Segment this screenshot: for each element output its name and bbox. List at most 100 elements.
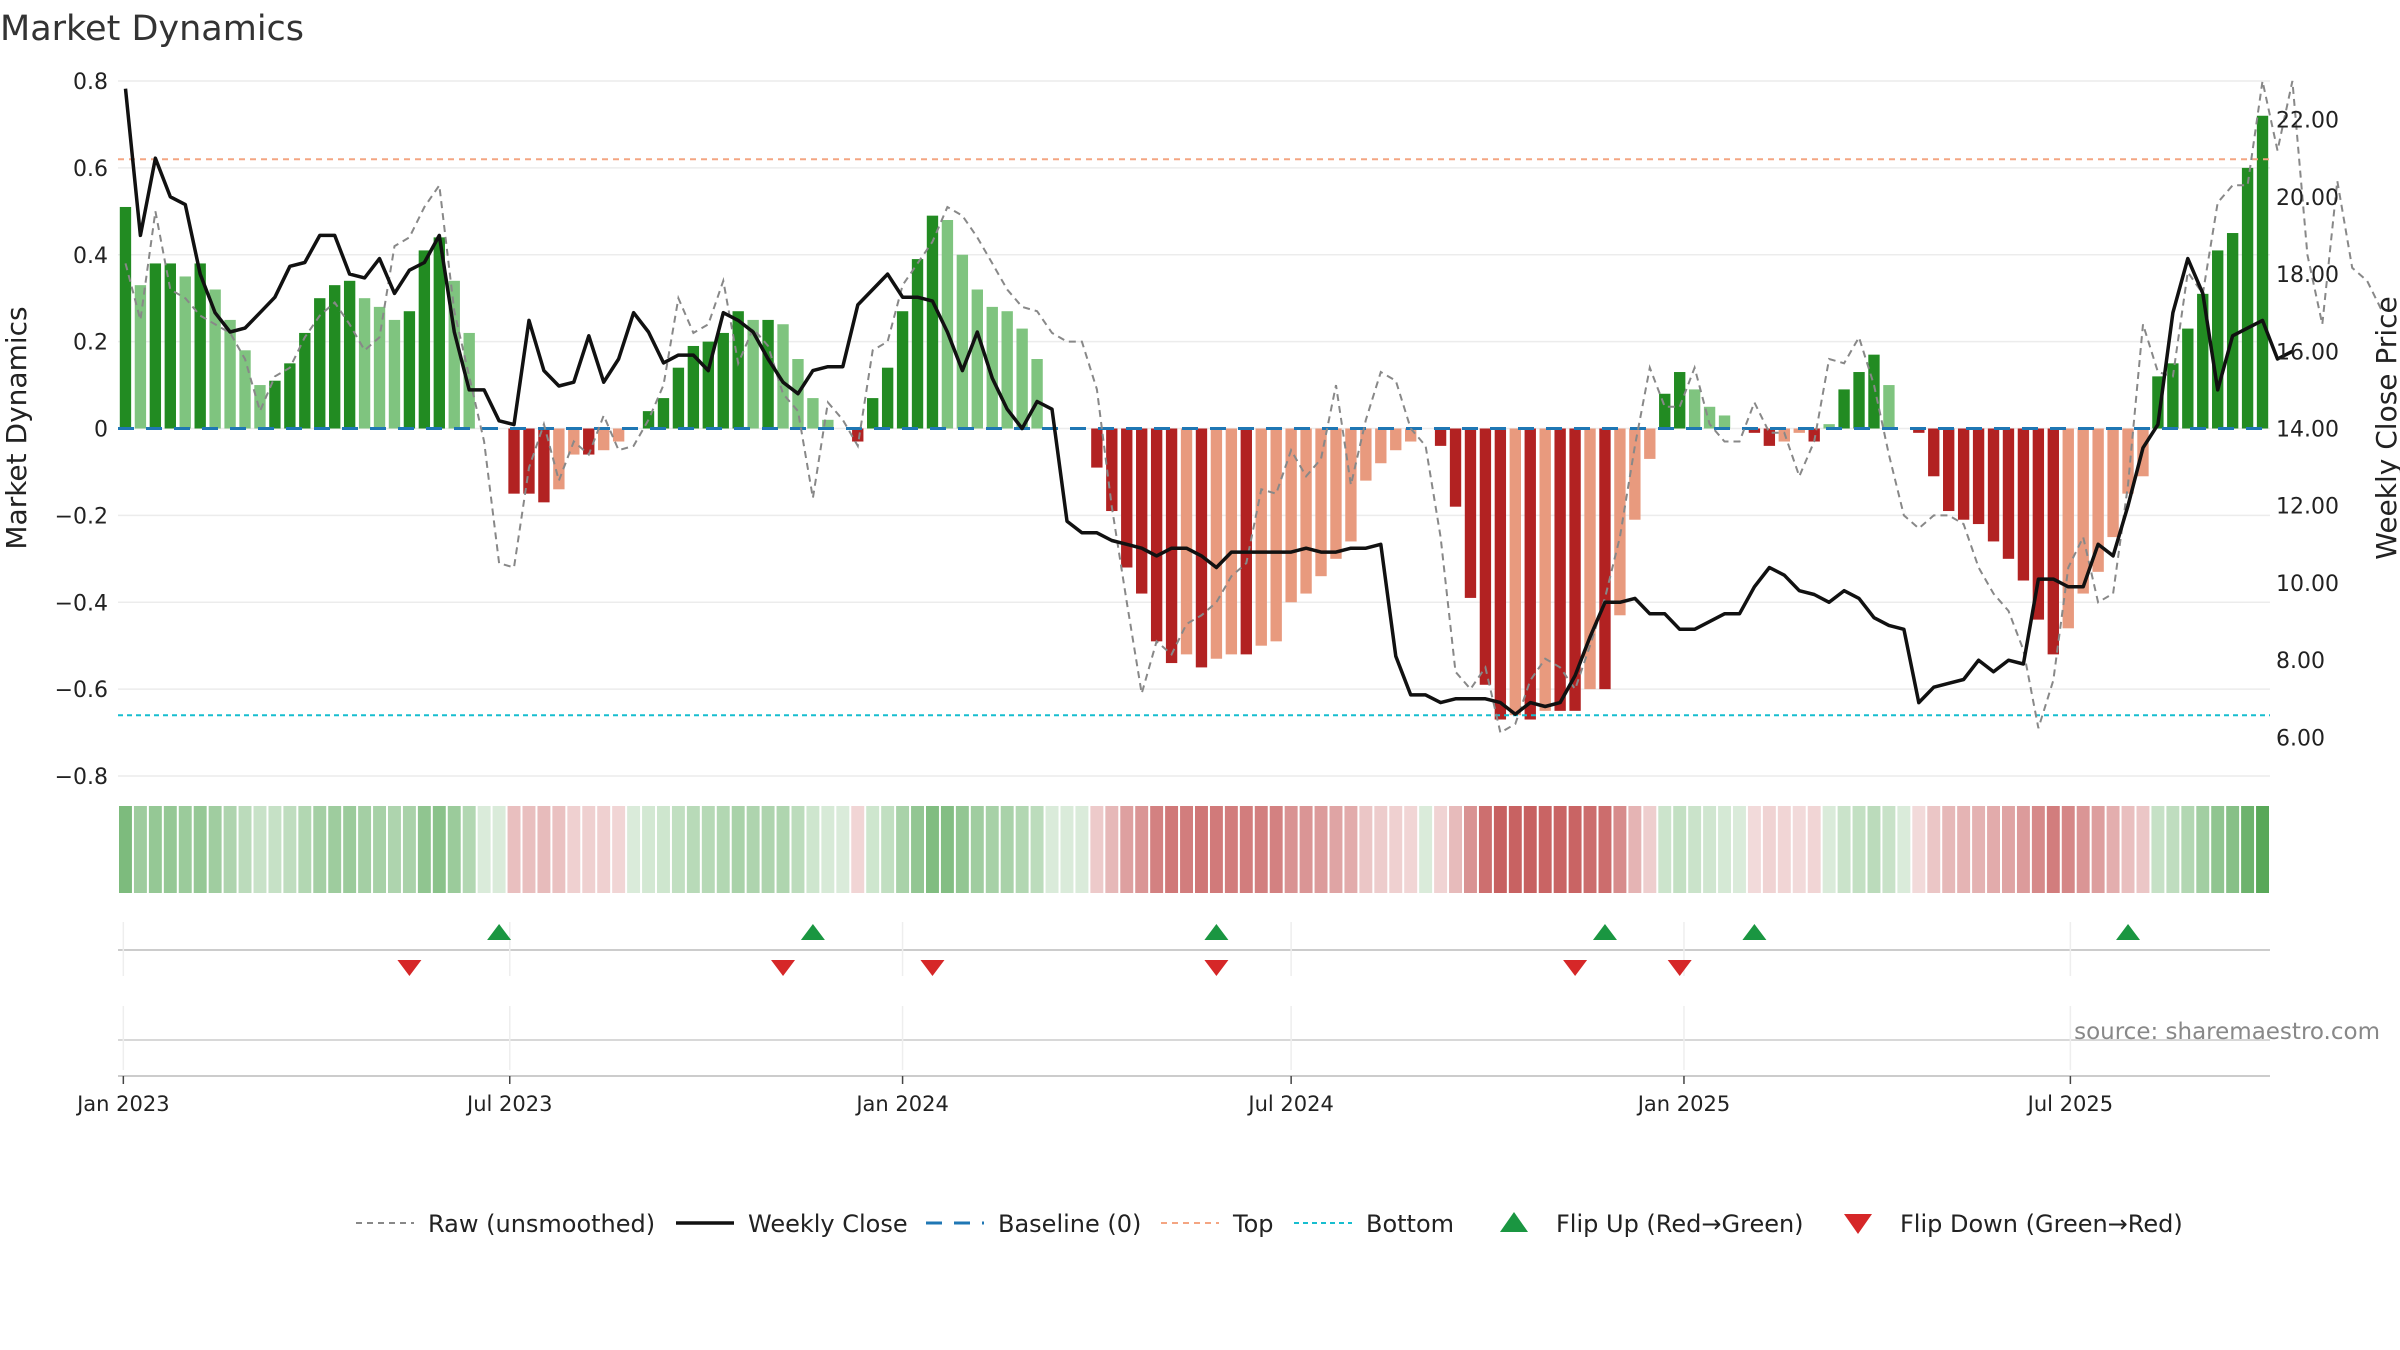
heat-cell (373, 806, 386, 893)
heat-cell (178, 806, 192, 893)
heat-cell (2031, 806, 2045, 893)
momentum-bar (149, 263, 162, 429)
momentum-bar (1972, 428, 1985, 525)
momentum-bar (1838, 389, 1850, 429)
momentum-bar (1375, 428, 1387, 464)
y2-tick-label: 18.00 (2276, 263, 2339, 288)
y-tick-label: 0 (94, 418, 108, 443)
momentum-bar (418, 250, 431, 429)
momentum-bar (822, 419, 834, 429)
x-tick-label: Jul 2023 (465, 1092, 552, 1116)
heat-cell (1269, 806, 1283, 893)
heat-cell (627, 806, 641, 893)
momentum-bar (1225, 428, 1238, 655)
heat-cell (1389, 806, 1403, 893)
heat-cell (1718, 806, 1731, 893)
flip-up-marker (1742, 924, 1767, 940)
flip-down-marker (1204, 960, 1229, 976)
heat-cell (1957, 806, 1971, 893)
momentum-bar (2197, 293, 2209, 429)
momentum-bar (343, 280, 356, 429)
heat-cell (1464, 806, 1477, 893)
heat-cell (1015, 806, 1029, 893)
momentum-bar (224, 319, 236, 429)
heat-cell (2046, 806, 2060, 893)
heat-cell (1927, 806, 1941, 893)
momentum-bar (926, 215, 939, 429)
momentum-bar (134, 285, 147, 429)
flip-markers-panel (118, 922, 2270, 1077)
momentum-bar (1599, 428, 1611, 690)
momentum-bar (239, 350, 251, 429)
heat-cell (1000, 806, 1014, 893)
momentum-bar (941, 220, 954, 429)
heat-cell (417, 806, 431, 893)
momentum-bar (1390, 428, 1402, 451)
momentum-bar (2182, 328, 2194, 429)
heat-cell (657, 806, 670, 893)
legend-swatch (1844, 1214, 1872, 1234)
heat-cell (926, 806, 939, 893)
heat-cell (2121, 806, 2135, 893)
flip-down-marker (397, 960, 422, 976)
left-axis-ticks: 0.8 0.6 0.4 0.2 0 −0.2 −0.4 −0.6 −0.8 (55, 70, 108, 790)
momentum-bar (583, 428, 595, 455)
heat-cell (612, 806, 626, 893)
y2-tick-label: 8.00 (2276, 649, 2325, 674)
heat-cell (2226, 806, 2240, 893)
momentum-bar (732, 311, 744, 429)
heat-cell (642, 806, 655, 893)
momentum-bar (598, 428, 610, 451)
momentum-bar (881, 367, 894, 429)
momentum-bar (1748, 428, 1761, 433)
momentum-bar (1554, 428, 1566, 711)
heat-cell (567, 806, 581, 893)
legend-label: Baseline (0) (998, 1210, 1141, 1238)
momentum-bar (2002, 428, 2015, 559)
momentum-bar (358, 298, 371, 429)
heat-cell (1733, 806, 1746, 893)
momentum-bar (388, 319, 401, 429)
heat-cell (776, 806, 790, 893)
momentum-bar (538, 428, 550, 503)
heat-cell (1180, 806, 1193, 893)
heat-cell (223, 806, 237, 893)
flip-up-marker (487, 924, 512, 940)
heat-cell (133, 806, 147, 893)
heat-cell (1299, 806, 1313, 893)
heat-cell (1404, 806, 1418, 893)
x-tick-label: Jan 2023 (75, 1092, 170, 1116)
heat-cell (731, 806, 745, 893)
heat-cell (1867, 806, 1881, 893)
momentum-bar (2032, 428, 2045, 620)
heat-cell (253, 806, 267, 893)
momentum-bar (1270, 428, 1282, 642)
heat-cell (328, 806, 342, 893)
heat-cell (1449, 806, 1462, 893)
momentum-bar (762, 319, 774, 429)
momentum-bar (1539, 428, 1551, 711)
heat-cell (1762, 806, 1776, 893)
flip-down-marker (920, 960, 945, 976)
momentum-bar (1464, 428, 1477, 598)
y2-tick-label: 6.00 (2276, 726, 2325, 751)
momentum-bar (1434, 428, 1447, 446)
momentum-bar (867, 398, 879, 429)
momentum-bar (1405, 428, 1417, 442)
heat-cell (940, 806, 954, 893)
momentum-bar (2077, 428, 2089, 594)
heat-cell (1314, 806, 1328, 893)
heat-cell (1897, 806, 1911, 893)
momentum-bar (523, 428, 535, 494)
momentum-bar (896, 311, 909, 429)
momentum-bar (657, 398, 670, 429)
heat-cell (552, 806, 566, 893)
heat-cell (746, 806, 760, 893)
heat-cell (1508, 806, 1522, 893)
heat-cell (866, 806, 880, 893)
momentum-bar (1629, 428, 1641, 520)
momentum-bar (777, 324, 789, 429)
heat-cell (402, 806, 416, 893)
momentum-bar (1360, 428, 1372, 481)
